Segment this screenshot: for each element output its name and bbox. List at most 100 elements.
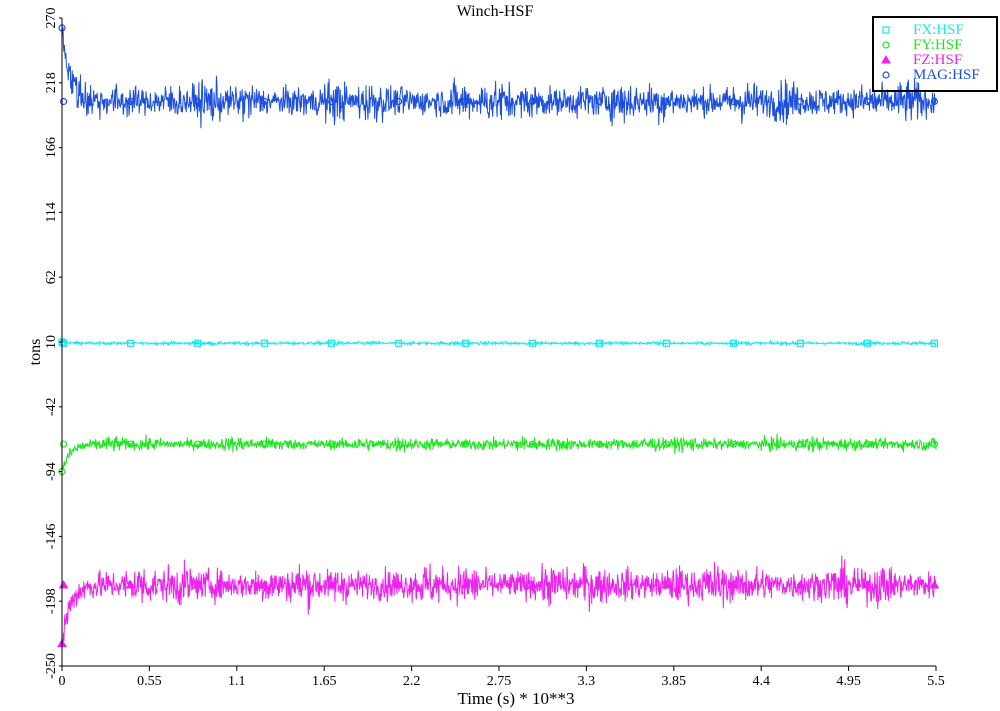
series-marker-fz bbox=[125, 579, 136, 589]
series-marker-fx bbox=[796, 339, 805, 347]
x-tick-label: 3.85 bbox=[662, 674, 687, 689]
series-marker-fy bbox=[260, 440, 269, 448]
x-tick-label: 1.1 bbox=[228, 674, 246, 689]
series-marker-fx bbox=[260, 339, 269, 347]
series-marker-fy bbox=[327, 440, 336, 448]
series-marker-fx bbox=[327, 339, 336, 347]
y-tick-label: 114 bbox=[44, 202, 59, 222]
x-tick-label: 2.2 bbox=[403, 674, 421, 689]
series-marker-fz bbox=[326, 579, 337, 589]
series-marker-fz bbox=[661, 579, 672, 589]
series-marker-fy bbox=[528, 440, 537, 448]
series-marker-fy bbox=[595, 440, 604, 448]
legend-label-fy: FY:HSF bbox=[913, 37, 962, 53]
series-marker-fx bbox=[863, 339, 872, 347]
series-marker-fx bbox=[461, 339, 470, 347]
y-tick-label: 62 bbox=[44, 270, 59, 284]
series-line-fx bbox=[61, 339, 937, 347]
y-axis-label: tons bbox=[27, 339, 44, 366]
chart-title: Winch-HSF bbox=[457, 3, 534, 20]
series-marker-fy bbox=[394, 440, 403, 448]
series-marker-fx bbox=[595, 339, 604, 347]
series-marker-mag bbox=[528, 97, 537, 106]
series-marker-fz bbox=[862, 579, 873, 589]
series-marker-fx bbox=[930, 339, 939, 347]
series-marker-fx bbox=[126, 339, 135, 347]
legend-box bbox=[872, 16, 998, 92]
x-tick-label: 4.95 bbox=[836, 674, 861, 689]
y-tick-label: 166 bbox=[44, 137, 59, 158]
x-tick-label: 1.65 bbox=[312, 674, 337, 689]
series-marker-fz bbox=[728, 579, 739, 589]
series-marker-fy bbox=[193, 440, 202, 448]
y-tick-labels: -250 -198 -146 -94 -42 10 62 114 166 218 270 bbox=[44, 8, 62, 679]
y-tick-label: -42 bbox=[44, 397, 59, 416]
y-tick-label: -94 bbox=[44, 462, 59, 481]
x-tick-label: 0 bbox=[59, 674, 66, 689]
series-marker-fz bbox=[460, 579, 471, 589]
series-marker-fy bbox=[863, 440, 872, 448]
series-line-fy bbox=[61, 433, 937, 471]
series-marker-fx bbox=[662, 339, 671, 347]
legend-label-mag: MAG:HSF bbox=[913, 67, 980, 83]
series-marker-mag bbox=[327, 97, 336, 106]
series-marker-fx bbox=[528, 339, 537, 347]
y-tick-label: -146 bbox=[44, 524, 59, 550]
series-marker-fz bbox=[259, 579, 270, 589]
legend-label-fx: FX:HSF bbox=[913, 22, 964, 38]
legend-marker-fz bbox=[881, 54, 891, 64]
series-marker-mag bbox=[595, 97, 604, 106]
series-marker-fy bbox=[59, 440, 68, 448]
x-axis-label: Time (s) * 10**3 bbox=[458, 689, 575, 708]
series-marker-fx bbox=[394, 339, 403, 347]
series-marker-mag bbox=[126, 97, 135, 106]
series-marker-fz bbox=[58, 579, 69, 589]
x-tick-label: 0.55 bbox=[137, 674, 162, 689]
y-tick-label: -250 bbox=[44, 653, 59, 679]
series-marker-mag bbox=[930, 97, 939, 106]
x-tick-label: 4.4 bbox=[752, 674, 770, 689]
series-marker-fz bbox=[594, 579, 605, 589]
legend-marker-fy bbox=[882, 41, 890, 49]
series-marker-fx bbox=[59, 339, 68, 347]
series-marker-mag bbox=[59, 97, 68, 106]
series-marker-fy bbox=[930, 440, 939, 448]
x-tick-label: 5.5 bbox=[927, 674, 945, 689]
series-marker-mag bbox=[260, 97, 269, 106]
series-marker-mag bbox=[863, 97, 872, 106]
legend-marker-fx bbox=[882, 26, 890, 34]
series-marker-mag bbox=[461, 97, 470, 106]
y-tick-label: 270 bbox=[44, 8, 59, 29]
series-marker-fz bbox=[795, 579, 806, 589]
series-marker-fy bbox=[461, 440, 470, 448]
series-marker-mag bbox=[193, 97, 202, 106]
legend-label-fz: FZ:HSF bbox=[913, 52, 962, 68]
series-marker-fx bbox=[729, 339, 738, 347]
legend-marker-mag bbox=[882, 71, 890, 79]
series-marker-fz bbox=[527, 579, 538, 589]
series-marker-fx bbox=[193, 339, 202, 347]
x-tick-label: 3.3 bbox=[578, 674, 596, 689]
series-marker-mag bbox=[796, 97, 805, 106]
y-tick-label: 218 bbox=[44, 72, 59, 93]
x-tick-labels: 0 0.55 1.1 1.65 2.2 2.75 3.3 3.85 4.4 4.95 5.5 bbox=[59, 666, 945, 689]
series-marker-fz bbox=[192, 579, 203, 589]
series-marker-fy bbox=[796, 440, 805, 448]
y-tick-label: 10 bbox=[44, 335, 59, 349]
y-tick-label: -198 bbox=[44, 588, 59, 614]
series-marker-mag bbox=[662, 97, 671, 106]
series-marker-mag bbox=[729, 97, 738, 106]
x-tick-label: 2.75 bbox=[487, 674, 512, 689]
series-layer bbox=[57, 24, 940, 648]
series-marker-fy bbox=[662, 440, 671, 448]
series-marker-mag bbox=[394, 97, 403, 106]
series-marker-fz bbox=[929, 579, 940, 589]
series-line-mag bbox=[61, 27, 937, 129]
series-line-fz bbox=[61, 555, 937, 647]
series-marker-fy bbox=[729, 440, 738, 448]
series-marker-fy bbox=[126, 440, 135, 448]
series-marker-fz bbox=[393, 579, 404, 589]
